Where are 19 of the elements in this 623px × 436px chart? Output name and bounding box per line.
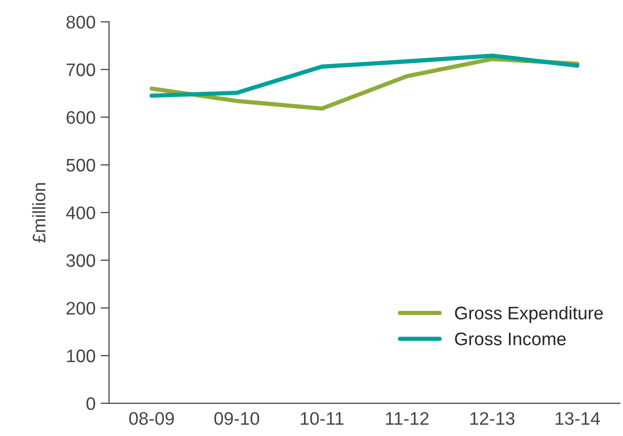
x-tick-label: 09-10 — [214, 412, 260, 425]
y-tick-label: 0 — [86, 397, 96, 410]
x-tick-label: 13-14 — [556, 412, 600, 425]
y-tick-label: 100 — [67, 350, 96, 362]
y-tick-label: 200 — [66, 302, 96, 315]
y-tick-label: 800 — [66, 16, 96, 29]
x-tick-label: 12-13 — [470, 412, 514, 425]
x-tick-label: 10-11 — [300, 412, 344, 425]
y-tick-label: 600 — [66, 111, 96, 124]
legend-label: Gross Income — [455, 332, 566, 346]
y-axis-title: £million — [32, 183, 46, 243]
x-tick-label: 11-12 — [386, 412, 429, 425]
y-tick-label: 300 — [66, 254, 96, 267]
line-series — [150, 54, 580, 98]
y-tick-label: 400 — [66, 206, 96, 220]
y-tick-label: 700 — [66, 63, 96, 76]
x-tick-label: 08-09 — [129, 412, 174, 425]
y-tick-label: 500 — [66, 158, 96, 172]
legend-label: Gross Expenditure — [455, 306, 603, 324]
